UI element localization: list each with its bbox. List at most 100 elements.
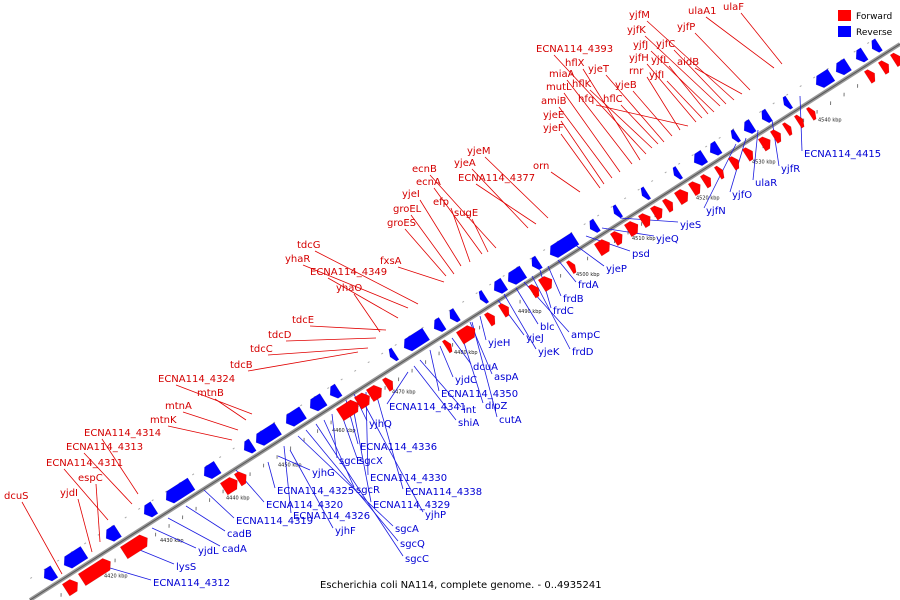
reverse-gene-arrow[interactable] (546, 232, 580, 261)
forward-gene-arrow[interactable] (687, 179, 704, 197)
reverse-gene-arrow[interactable] (706, 140, 723, 158)
backbone-tick (354, 369, 357, 372)
forward-gene-label-tdcb: tdcB (230, 360, 253, 371)
forward-gene-arrow[interactable] (757, 134, 774, 152)
forward-gene-arrow[interactable] (537, 274, 556, 293)
forward-gene-label-tdce: tdcE (292, 315, 314, 326)
backbone-tick (651, 180, 654, 182)
reverse-gene-layer[interactable] (40, 38, 883, 584)
forward-gene-arrow[interactable] (713, 164, 727, 180)
forward-leader-line (553, 54, 647, 155)
forward-gene-arrow[interactable] (661, 196, 676, 213)
reverse-gene-arrow[interactable] (638, 186, 652, 202)
forward-gene-arrow[interactable] (441, 338, 455, 354)
reverse-gene-arrow[interactable] (446, 307, 461, 324)
forward-gene-arrow[interactable] (77, 556, 114, 587)
reverse-gene-arrow[interactable] (610, 204, 624, 220)
forward-gene-arrow[interactable] (699, 172, 714, 189)
forward-gene-label-ecna: ecnA (416, 177, 441, 188)
reverse-gene-arrow[interactable] (400, 327, 431, 354)
forward-gene-arrow[interactable] (863, 67, 878, 84)
forward-gene-arrow[interactable] (727, 154, 742, 171)
forward-leader-line (21, 501, 63, 575)
reverse-leader-line (203, 489, 235, 519)
forward-gene-arrow[interactable] (497, 301, 512, 318)
forward-gene-arrow[interactable] (623, 219, 642, 238)
forward-gene-arrow[interactable] (805, 105, 819, 121)
forward-gene-arrow[interactable] (593, 237, 613, 257)
forward-gene-arrow[interactable] (609, 229, 626, 247)
forward-gene-arrow[interactable] (365, 382, 385, 403)
forward-gene-layer[interactable] (61, 51, 900, 597)
reverse-gene-arrow[interactable] (140, 501, 159, 520)
reverse-gene-arrow[interactable] (282, 406, 308, 430)
reverse-gene-arrow[interactable] (102, 524, 122, 544)
forward-gene-label-ecna114-4393: ECNA114_4393 (536, 44, 613, 55)
forward-gene-arrow[interactable] (119, 532, 151, 560)
reverse-gene-arrow[interactable] (252, 422, 283, 449)
kbp-scale-label: 4530 kbp (752, 159, 776, 165)
reverse-gene-arrow[interactable] (528, 255, 543, 272)
forward-gene-arrow[interactable] (649, 203, 666, 221)
reverse-leader-line (283, 445, 292, 514)
backbone-tick (421, 326, 424, 329)
reverse-gene-arrow[interactable] (812, 68, 836, 90)
backbone-tick (840, 59, 843, 62)
forward-gene-arrow[interactable] (61, 577, 81, 597)
reverse-gene-arrow[interactable] (586, 218, 601, 235)
reverse-gene-arrow[interactable] (200, 460, 222, 481)
reverse-gene-arrow[interactable] (476, 289, 490, 305)
forward-gene-arrow[interactable] (381, 375, 396, 392)
forward-gene-arrow[interactable] (793, 113, 807, 129)
forward-gene-arrow[interactable] (353, 390, 373, 410)
backbone-tick (880, 33, 883, 36)
reverse-gene-arrow[interactable] (386, 347, 400, 363)
backbone-tick (327, 387, 330, 390)
forward-gene-arrow[interactable] (637, 211, 654, 229)
reverse-gene-arrow[interactable] (832, 58, 852, 77)
reverse-gene-arrow[interactable] (780, 95, 794, 111)
reverse-gene-arrow[interactable] (740, 118, 757, 136)
forward-gene-arrow[interactable] (565, 259, 579, 275)
reverse-gene-label-cadb: cadB (227, 529, 252, 540)
forward-gene-arrow[interactable] (877, 58, 892, 75)
reverse-gene-arrow[interactable] (852, 47, 869, 65)
backbone-tick (462, 300, 465, 303)
backbone-tick (111, 525, 114, 528)
forward-gene-arrow[interactable] (233, 469, 250, 487)
reverse-gene-label-yjfo: yjfO (732, 190, 752, 201)
reverse-gene-label-sgcx: sgcX (359, 456, 383, 467)
forward-gene-label-hflx: hflX (565, 58, 585, 69)
reverse-gene-label-ecna114-4325: ECNA114_4325 (277, 486, 354, 497)
reverse-leader-line (386, 371, 409, 405)
forward-gene-arrow[interactable] (527, 282, 542, 299)
forward-gene-arrow[interactable] (219, 475, 241, 496)
reverse-gene-arrow[interactable] (240, 438, 257, 456)
kbp-scale-label: 4460 kbp (332, 428, 356, 434)
reverse-gene-arrow[interactable] (758, 108, 773, 125)
reverse-gene-arrow[interactable] (490, 277, 509, 296)
reverse-gene-arrow[interactable] (60, 546, 89, 571)
reverse-leader-line (151, 527, 197, 549)
forward-gene-arrow[interactable] (741, 145, 756, 162)
forward-gene-arrow[interactable] (889, 51, 900, 68)
forward-gene-arrow[interactable] (455, 323, 479, 345)
reverse-gene-arrow[interactable] (690, 149, 709, 168)
forward-gene-arrow[interactable] (673, 187, 692, 206)
forward-gene-arrow[interactable] (483, 310, 498, 327)
reverse-gene-arrow[interactable] (670, 165, 684, 181)
forward-gene-label-tdcc: tdcC (250, 344, 273, 355)
forward-gene-arrow[interactable] (781, 121, 795, 137)
forward-gene-arrow[interactable] (769, 127, 784, 144)
forward-gene-arrow[interactable] (335, 397, 362, 422)
reverse-gene-arrow[interactable] (306, 393, 328, 413)
reverse-gene-arrow[interactable] (40, 565, 59, 584)
reverse-gene-arrow[interactable] (868, 38, 883, 55)
reverse-leader-line (515, 287, 539, 325)
reverse-gene-arrow[interactable] (504, 265, 528, 287)
forward-gene-label-ecna114-4313: ECNA114_4313 (66, 442, 143, 453)
reverse-gene-arrow[interactable] (728, 128, 742, 144)
reverse-gene-arrow[interactable] (430, 317, 447, 334)
reverse-gene-arrow[interactable] (162, 477, 196, 506)
reverse-gene-arrow[interactable] (326, 383, 343, 401)
